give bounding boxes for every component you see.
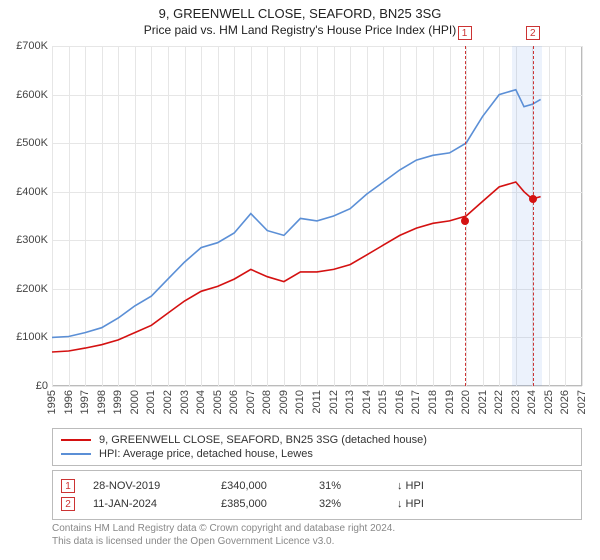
event-pct-2: 32% <box>319 498 379 510</box>
ytick-label: £500K <box>0 137 48 149</box>
gridline-v <box>582 46 583 386</box>
event-price-1: £340,000 <box>221 480 301 492</box>
xtick-label: 2003 <box>179 390 191 414</box>
xtick-label: 2017 <box>410 390 422 414</box>
ytick-label: £600K <box>0 89 48 101</box>
event-dot <box>461 217 469 225</box>
xtick-label: 1997 <box>79 390 91 414</box>
event-badge-2: 2 <box>61 497 75 511</box>
event-row-1: 1 28-NOV-2019 £340,000 31% ↓ HPI <box>61 477 573 495</box>
chart-subtitle: Price paid vs. HM Land Registry's House … <box>0 23 600 37</box>
xtick-label: 2005 <box>212 390 224 414</box>
event-row-2: 2 11-JAN-2024 £385,000 32% ↓ HPI <box>61 495 573 513</box>
events-table: 1 28-NOV-2019 £340,000 31% ↓ HPI 2 11-JA… <box>52 470 582 520</box>
xtick-label: 2024 <box>526 390 538 414</box>
xtick-label: 2026 <box>559 390 571 414</box>
xtick-label: 2015 <box>377 390 389 414</box>
legend-label-hpi: HPI: Average price, detached house, Lewe… <box>99 448 313 460</box>
event-date-2: 11-JAN-2024 <box>93 498 203 510</box>
legend-swatch-property <box>61 439 91 441</box>
gridline-h <box>52 386 582 387</box>
footer-line-1: Contains HM Land Registry data © Crown c… <box>52 522 582 535</box>
event-dot <box>529 195 537 203</box>
ytick-label: £400K <box>0 186 48 198</box>
xtick-label: 2027 <box>576 390 588 414</box>
footer-line-2: This data is licensed under the Open Gov… <box>52 535 582 548</box>
xtick-label: 2020 <box>460 390 472 414</box>
xtick-label: 2018 <box>427 390 439 414</box>
xtick-label: 2016 <box>394 390 406 414</box>
series-line-hpi <box>52 90 541 338</box>
xtick-label: 2009 <box>278 390 290 414</box>
ytick-label: £300K <box>0 234 48 246</box>
xtick-label: 2001 <box>145 390 157 414</box>
xtick-label: 2023 <box>510 390 522 414</box>
legend-row-property: 9, GREENWELL CLOSE, SEAFORD, BN25 3SG (d… <box>61 433 573 447</box>
ytick-label: £700K <box>0 40 48 52</box>
xtick-label: 2007 <box>245 390 257 414</box>
event-badge-1: 1 <box>61 479 75 493</box>
series-line-property <box>52 182 541 352</box>
xtick-label: 2025 <box>543 390 555 414</box>
xtick-label: 2006 <box>228 390 240 414</box>
event-price-2: £385,000 <box>221 498 301 510</box>
xtick-label: 2000 <box>129 390 141 414</box>
chart-plot-area: £0£100K£200K£300K£400K£500K£600K£700K199… <box>52 46 582 386</box>
event-marker: 2 <box>526 26 540 40</box>
legend-box: 9, GREENWELL CLOSE, SEAFORD, BN25 3SG (d… <box>52 428 582 466</box>
event-rel-2: ↓ HPI <box>397 498 424 510</box>
footer-attribution: Contains HM Land Registry data © Crown c… <box>52 522 582 548</box>
xtick-label: 2010 <box>294 390 306 414</box>
xtick-label: 2008 <box>261 390 273 414</box>
xtick-label: 2004 <box>195 390 207 414</box>
xtick-label: 2013 <box>344 390 356 414</box>
xtick-label: 2021 <box>477 390 489 414</box>
xtick-label: 2002 <box>162 390 174 414</box>
event-date-1: 28-NOV-2019 <box>93 480 203 492</box>
xtick-label: 2022 <box>493 390 505 414</box>
xtick-label: 2011 <box>311 390 323 414</box>
legend-swatch-hpi <box>61 453 91 455</box>
event-pct-1: 31% <box>319 480 379 492</box>
xtick-label: 2019 <box>444 390 456 414</box>
xtick-label: 1995 <box>46 390 58 414</box>
xtick-label: 1998 <box>96 390 108 414</box>
chart-title: 9, GREENWELL CLOSE, SEAFORD, BN25 3SG <box>0 6 600 21</box>
legend-label-property: 9, GREENWELL CLOSE, SEAFORD, BN25 3SG (d… <box>99 434 427 446</box>
ytick-label: £200K <box>0 283 48 295</box>
event-rel-1: ↓ HPI <box>397 480 424 492</box>
ytick-label: £100K <box>0 331 48 343</box>
xtick-label: 2014 <box>361 390 373 414</box>
ytick-label: £0 <box>0 380 48 392</box>
chart-title-block: 9, GREENWELL CLOSE, SEAFORD, BN25 3SG Pr… <box>0 0 600 37</box>
event-marker: 1 <box>458 26 472 40</box>
xtick-label: 1996 <box>63 390 75 414</box>
xtick-label: 1999 <box>112 390 124 414</box>
legend-row-hpi: HPI: Average price, detached house, Lewe… <box>61 447 573 461</box>
series-svg <box>52 46 582 386</box>
event-line <box>533 46 534 386</box>
xtick-label: 2012 <box>328 390 340 414</box>
